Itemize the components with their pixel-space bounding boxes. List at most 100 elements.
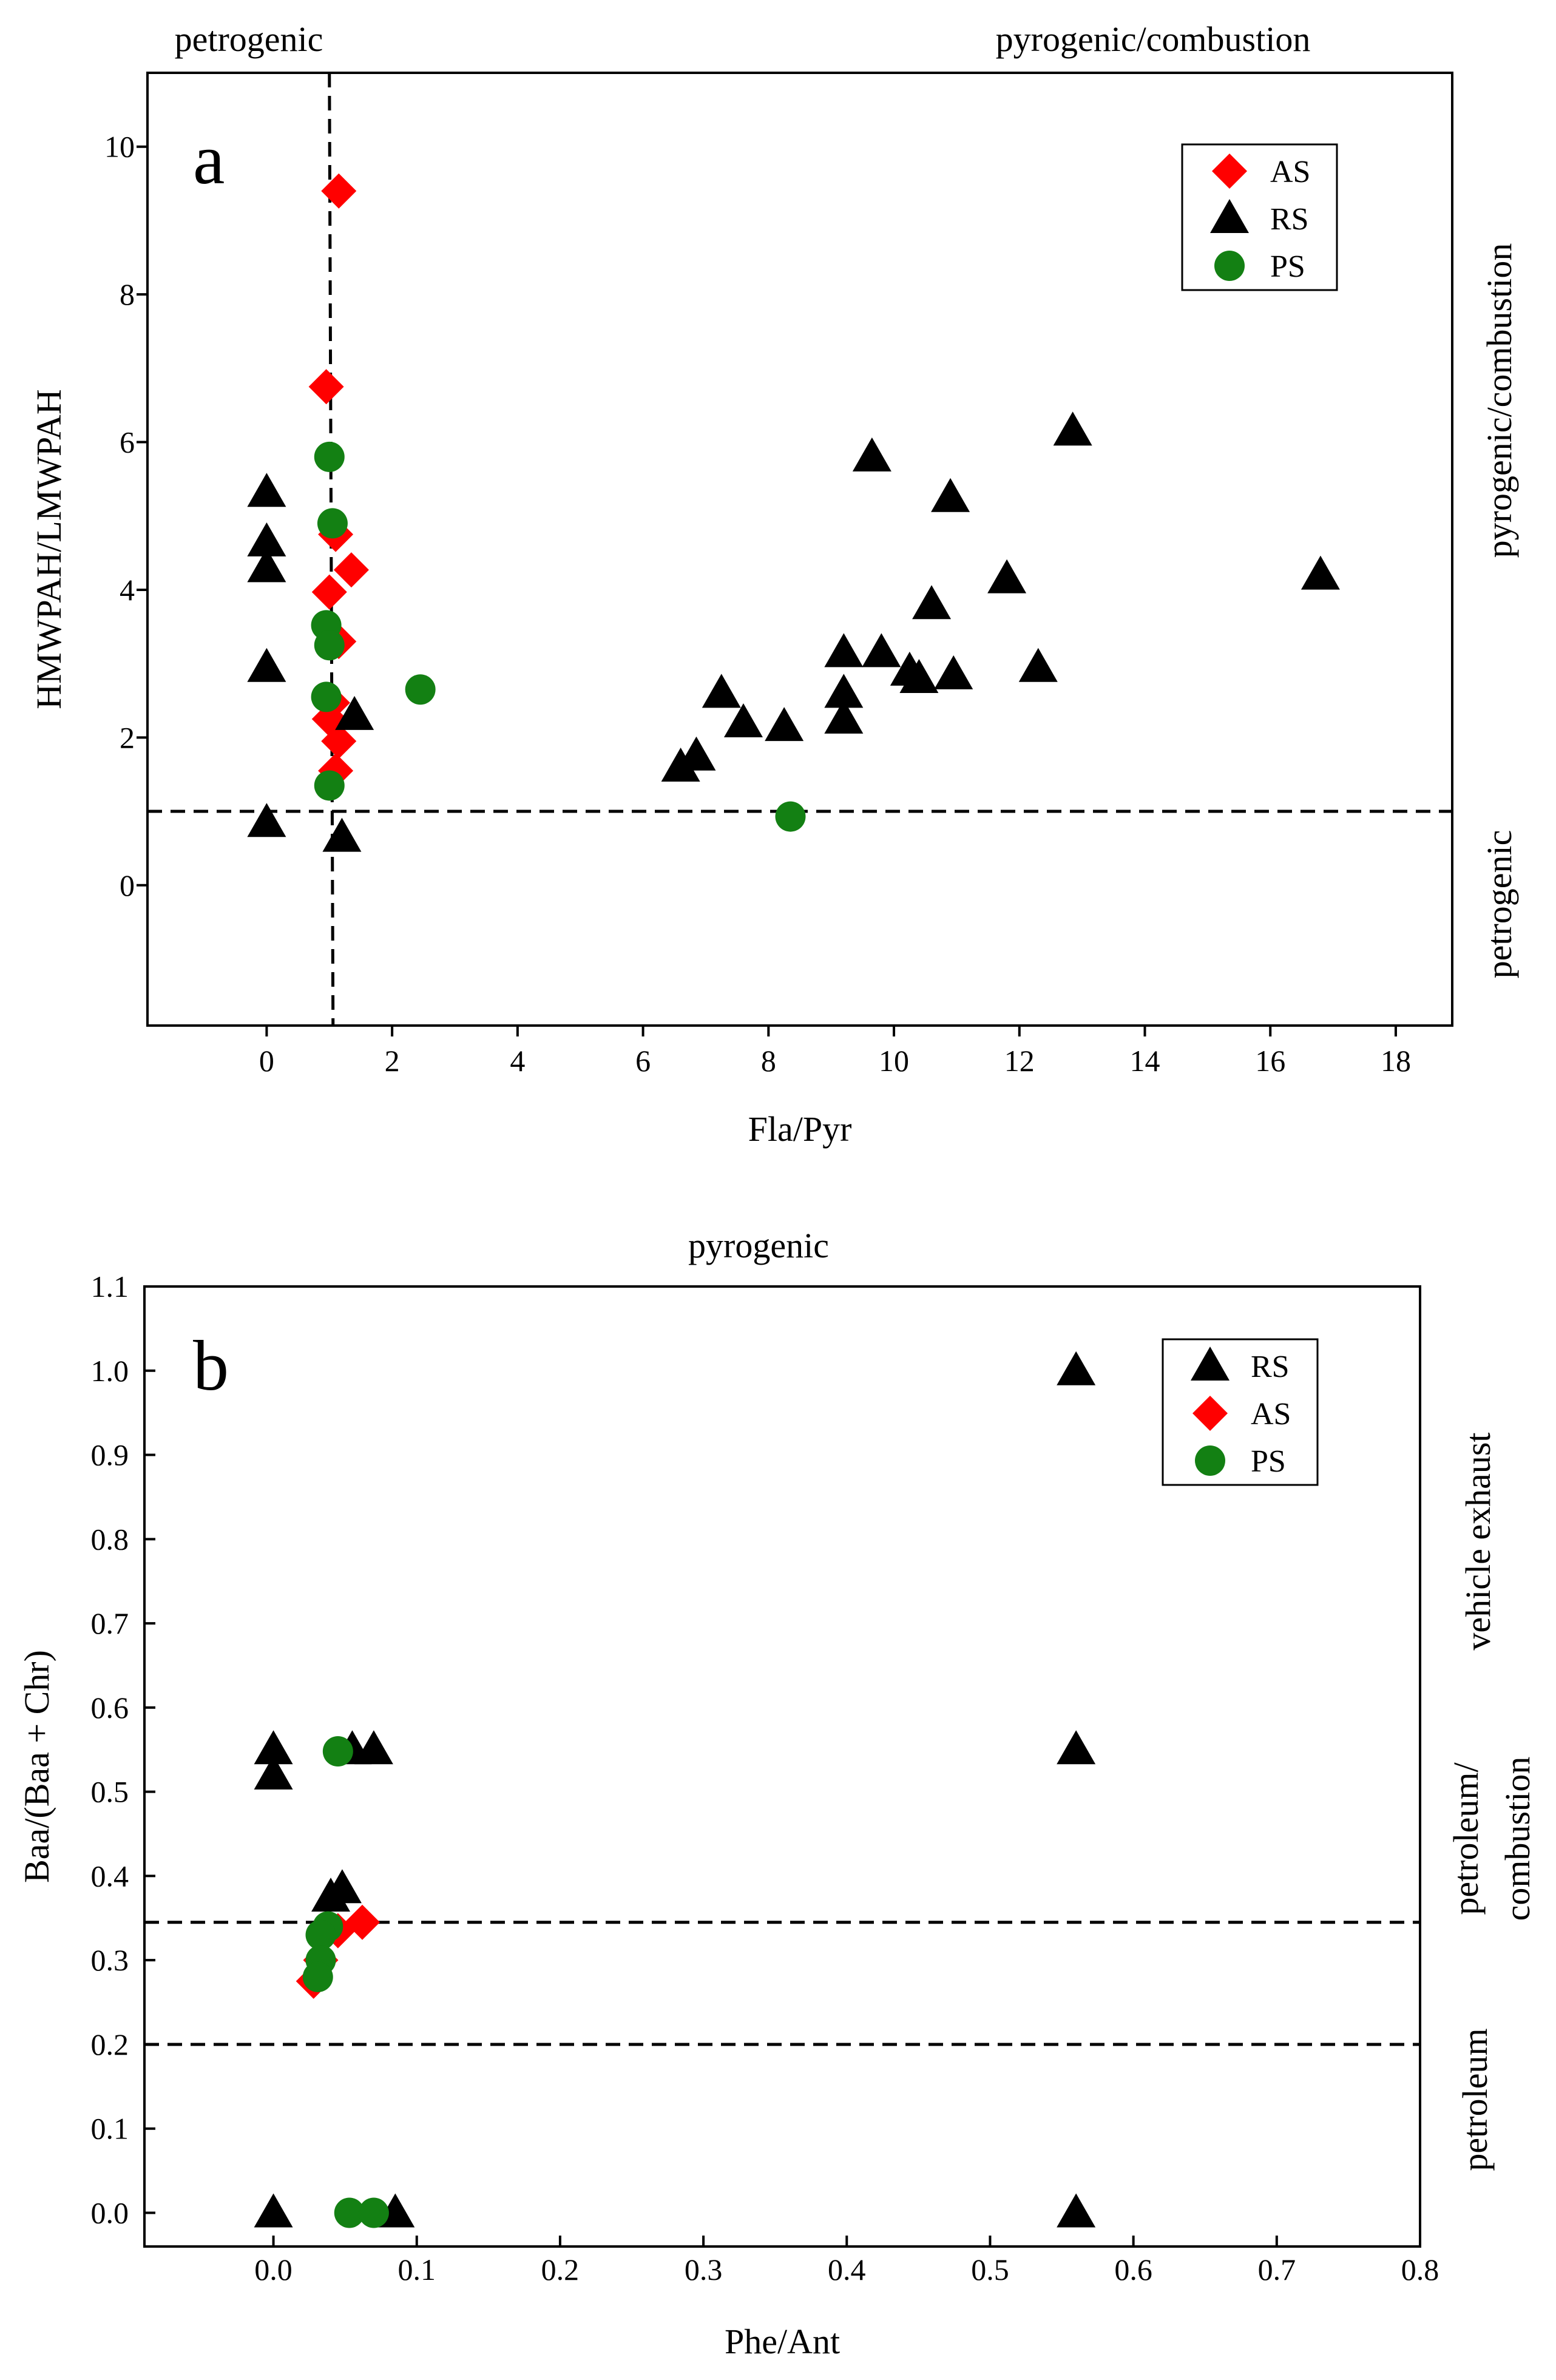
x-tick-label: 0.2	[541, 2253, 580, 2287]
x-tick-label: 18	[1381, 1044, 1411, 1078]
y-axis-title: Baa/(Baa + Chr)	[17, 1650, 56, 1883]
data-point-rs	[247, 473, 286, 507]
x-tick-label: 0.7	[1258, 2253, 1296, 2287]
data-point-rs	[322, 1869, 362, 1904]
x-tick-label: 0.5	[971, 2253, 1009, 2287]
y-tick-label: 1.1	[91, 1269, 129, 1303]
data-point-rs	[852, 437, 891, 472]
data-point-ps	[322, 1736, 353, 1767]
data-point-rs	[254, 2193, 293, 2228]
chart-panel-b: 0.0 0.1 0.2 0.3 0.4 0.5 0.6 0.7 0.8 0.0 0.1 0.2 0.3 0…	[17, 1226, 1537, 2361]
series-ps	[311, 441, 806, 832]
legend-label-ps: PS	[1270, 249, 1305, 284]
data-point-rs	[1018, 647, 1058, 682]
data-point-rs	[254, 1755, 293, 1790]
legend-marker-as	[1192, 1396, 1228, 1431]
x-tick-label: 12	[1004, 1044, 1035, 1078]
data-point-rs	[824, 633, 864, 668]
data-point-rs	[354, 1730, 393, 1765]
data-point-ps	[314, 630, 345, 661]
y-tick-label: 10	[104, 130, 135, 164]
data-point-rs	[1301, 555, 1340, 590]
legend-marker-rs	[1210, 199, 1249, 233]
data-point-rs	[824, 699, 864, 734]
region-label-right-lower: petrogenic	[1480, 830, 1519, 979]
legend-label-rs: RS	[1251, 1350, 1290, 1384]
data-point-ps	[334, 2197, 365, 2228]
x-tick-label: 6	[635, 1044, 651, 1078]
data-point-rs	[987, 559, 1027, 593]
y-tick-label: 0.0	[91, 2196, 129, 2230]
data-point-as	[321, 723, 357, 759]
data-point-rs	[335, 695, 374, 730]
data-point-rs	[824, 674, 864, 708]
region-label-top: pyrogenic	[688, 1226, 829, 1265]
y-tick-label: 0.1	[91, 2112, 129, 2146]
plot-frame	[143, 1285, 1421, 2248]
data-point-as	[344, 1904, 380, 1940]
data-point-ps	[358, 2197, 389, 2228]
data-point-as	[308, 369, 344, 405]
region-label-right-top: vehicle exhaust	[1458, 1432, 1498, 1650]
legend-marker-ps	[1214, 251, 1245, 281]
x-tick-label: 0.8	[1401, 2253, 1439, 2287]
threshold-line-vertical	[328, 72, 335, 1026]
data-point-ps	[311, 681, 342, 712]
x-tick-label: 0.4	[828, 2253, 866, 2287]
data-point-ps	[314, 441, 345, 472]
data-point-ps	[317, 508, 348, 539]
plot-frame	[146, 72, 1453, 1027]
data-point-rs	[247, 548, 286, 583]
data-point-rs	[247, 647, 286, 682]
data-point-ps	[314, 770, 345, 801]
y-tick-label: 8	[120, 277, 135, 311]
data-point-rs	[1053, 411, 1092, 446]
region-label-right-upper: pyrogenic/combustion	[1480, 243, 1519, 558]
y-tick-label: 1.0	[91, 1354, 129, 1388]
data-point-ps	[405, 674, 436, 705]
x-tick-label: 0.3	[685, 2253, 723, 2287]
data-point-as	[311, 574, 347, 610]
legend-box	[1181, 143, 1338, 291]
legend-marker-ps	[1195, 1445, 1225, 1476]
y-tick-label: 0.6	[91, 1691, 129, 1725]
region-label-top-left: petrogenic	[175, 19, 323, 59]
legend: RS AS PS	[1162, 1338, 1319, 1486]
data-point-ps	[775, 801, 806, 832]
data-point-rs	[1057, 1730, 1096, 1765]
y-tick-label: 0.2	[91, 2027, 129, 2061]
x-tick-label: 0	[259, 1044, 274, 1078]
y-tick-label: 4	[120, 573, 135, 607]
y-tick-label: 0.5	[91, 1775, 129, 1809]
data-point-rs	[1057, 1351, 1096, 1385]
legend-box	[1162, 1338, 1319, 1486]
data-point-as	[321, 173, 357, 209]
y-tick-label: 0.4	[91, 1859, 129, 1893]
data-point-rs	[765, 707, 804, 742]
data-point-rs	[862, 633, 901, 668]
series-rs	[247, 411, 1340, 852]
data-point-rs	[247, 522, 286, 556]
x-axis-title: Phe/Ant	[725, 2322, 840, 2361]
x-tick-label: 0.6	[1114, 2253, 1152, 2287]
data-point-rs	[912, 585, 952, 620]
x-tick-label: 14	[1130, 1044, 1160, 1078]
region-label-right-middle-line2: combustion	[1498, 1757, 1537, 1921]
x-tick-label: 2	[385, 1044, 400, 1078]
y-axis-title: HMWPAH/LMWPAH	[29, 389, 69, 709]
data-point-rs	[931, 478, 970, 512]
data-point-ps	[305, 1919, 336, 1950]
x-tick-label: 10	[879, 1044, 909, 1078]
x-tick-label: 16	[1255, 1044, 1285, 1078]
data-point-rs	[723, 703, 763, 738]
y-tick-label: 0.8	[91, 1522, 129, 1556]
panel-letter: a	[193, 120, 225, 199]
data-point-rs	[1057, 2193, 1096, 2228]
legend-marker-as	[1212, 154, 1247, 189]
data-point-rs	[247, 803, 286, 837]
series-ps	[302, 1736, 389, 2228]
data-point-rs	[899, 658, 939, 693]
x-tick-label: 8	[761, 1044, 776, 1078]
y-tick-label: 6	[120, 425, 135, 459]
x-tick-label: 4	[510, 1044, 525, 1078]
